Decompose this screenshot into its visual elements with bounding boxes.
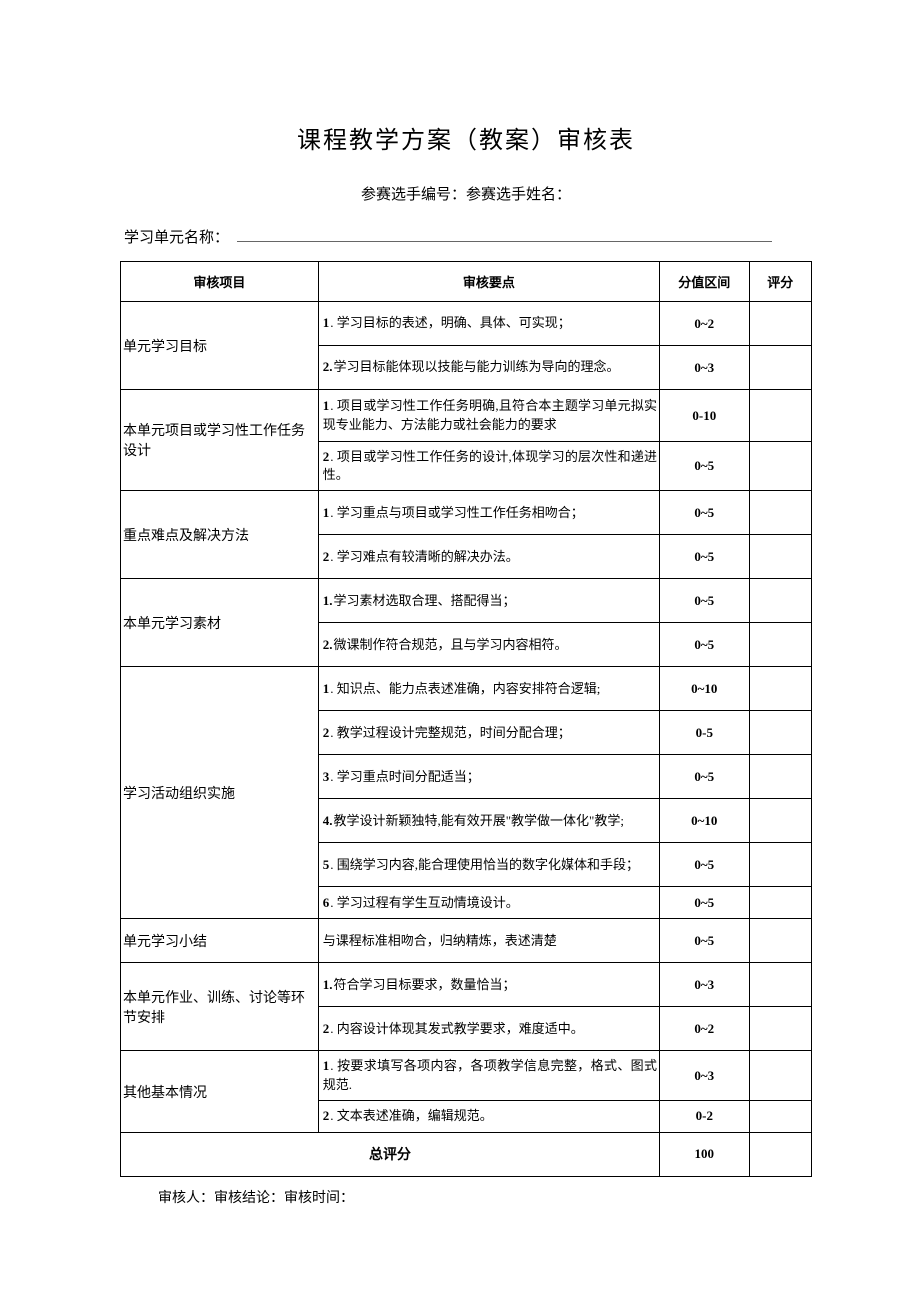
page-title: 课程教学方案（教案）审核表: [120, 120, 812, 155]
criteria-cell: 5. 围绕学习内容,能合理使用恰当的数字化媒体和手段；: [318, 843, 659, 887]
score-cell[interactable]: [749, 667, 811, 711]
score-cell[interactable]: [749, 799, 811, 843]
range-cell: 0~5: [660, 843, 749, 887]
score-cell[interactable]: [749, 1051, 811, 1100]
criteria-cell: 1. 知识点、能力点表述准确，内容安排符合逻辑;: [318, 667, 659, 711]
footer-line: 审核人：审核结论：审核时间：: [120, 1187, 812, 1207]
category-cell: 本单元项目或学习性工作任务设计: [121, 390, 319, 491]
header-item: 审核项目: [121, 262, 319, 302]
range-cell: 0-5: [660, 711, 749, 755]
score-cell[interactable]: [749, 623, 811, 667]
table-header-row: 审核项目 审核要点 分值区间 评分: [121, 262, 812, 302]
table-row: 单元学习目标 1. 学习目标的表述，明确、具体、可实现； 0~2: [121, 302, 812, 346]
score-cell[interactable]: [749, 711, 811, 755]
score-cell[interactable]: [749, 442, 811, 491]
table-row: 学习活动组织实施 1. 知识点、能力点表述准确，内容安排符合逻辑; 0~10: [121, 667, 812, 711]
range-cell: 0~5: [660, 755, 749, 799]
range-cell: 0-2: [660, 1100, 749, 1132]
criteria-cell: 2. 项目或学习性工作任务的设计,体现学习的层次性和递进性。: [318, 442, 659, 491]
score-cell[interactable]: [749, 843, 811, 887]
criteria-cell: 1.学习素材选取合理、搭配得当；: [318, 579, 659, 623]
range-cell: 0~5: [660, 491, 749, 535]
total-row: 总评分 100: [121, 1132, 812, 1176]
header-criteria: 审核要点: [318, 262, 659, 302]
criteria-cell: 6. 学习过程有学生互动情境设计。: [318, 887, 659, 919]
criteria-cell: 1. 项目或学习性工作任务明确,且符合本主题学习单元拟实现专业能力、方法能力或社…: [318, 390, 659, 442]
score-cell[interactable]: [749, 491, 811, 535]
range-cell: 0~5: [660, 579, 749, 623]
range-cell: 0~10: [660, 799, 749, 843]
criteria-cell: 1. 学习重点与项目或学习性工作任务相吻合；: [318, 491, 659, 535]
range-cell: 0-10: [660, 390, 749, 442]
score-cell[interactable]: [749, 346, 811, 390]
criteria-cell: 1. 学习目标的表述，明确、具体、可实现；: [318, 302, 659, 346]
criteria-cell: 2. 学习难点有较清晰的解决办法。: [318, 535, 659, 579]
unit-label: 学习单元名称：: [124, 230, 229, 246]
category-cell: 单元学习小结: [121, 919, 319, 963]
criteria-cell: 4.教学设计新颖独特,能有效开展"教学做一体化"教学;: [318, 799, 659, 843]
total-label-cell: 总评分: [121, 1132, 660, 1176]
range-cell: 0~3: [660, 346, 749, 390]
table-row: 本单元作业、训练、讨论等环节安排 1.符合学习目标要求，数量恰当； 0~3: [121, 963, 812, 1007]
range-cell: 0~5: [660, 535, 749, 579]
range-cell: 0~5: [660, 919, 749, 963]
criteria-cell: 1. 按要求填写各项内容，各项教学信息完整，格式、图式规范.: [318, 1051, 659, 1100]
score-cell[interactable]: [749, 919, 811, 963]
criteria-cell: 2.学习目标能体现以技能与能力训练为导向的理念。: [318, 346, 659, 390]
score-cell[interactable]: [749, 887, 811, 919]
criteria-cell: 2. 文本表述准确，编辑规范。: [318, 1100, 659, 1132]
score-cell[interactable]: [749, 755, 811, 799]
contestant-line: 参赛选手编号：参赛选手姓名：: [120, 183, 812, 204]
range-cell: 0~2: [660, 302, 749, 346]
criteria-cell: 2. 内容设计体现其发式教学要求，难度适中。: [318, 1007, 659, 1051]
range-cell: 0~5: [660, 623, 749, 667]
range-cell: 0~5: [660, 442, 749, 491]
category-cell: 本单元学习素材: [121, 579, 319, 667]
total-value-cell: 100: [660, 1132, 749, 1176]
score-cell[interactable]: [749, 390, 811, 442]
category-cell: 本单元作业、训练、讨论等环节安排: [121, 963, 319, 1051]
criteria-cell: 与课程标准相吻合，归纳精炼，表述清楚: [318, 919, 659, 963]
total-score-cell[interactable]: [749, 1132, 811, 1176]
score-cell[interactable]: [749, 579, 811, 623]
table-row: 重点难点及解决方法 1. 学习重点与项目或学习性工作任务相吻合； 0~5: [121, 491, 812, 535]
table-row: 本单元项目或学习性工作任务设计 1. 项目或学习性工作任务明确,且符合本主题学习…: [121, 390, 812, 442]
range-cell: 0~2: [660, 1007, 749, 1051]
table-row: 本单元学习素材 1.学习素材选取合理、搭配得当； 0~5: [121, 579, 812, 623]
category-cell: 重点难点及解决方法: [121, 491, 319, 579]
category-cell: 学习活动组织实施: [121, 667, 319, 919]
table-row: 其他基本情况 1. 按要求填写各项内容，各项教学信息完整，格式、图式规范. 0~…: [121, 1051, 812, 1100]
criteria-cell: 1.符合学习目标要求，数量恰当；: [318, 963, 659, 1007]
score-cell[interactable]: [749, 963, 811, 1007]
score-cell[interactable]: [749, 535, 811, 579]
range-cell: 0~5: [660, 887, 749, 919]
score-cell[interactable]: [749, 1007, 811, 1051]
criteria-cell: 3. 学习重点时间分配适当；: [318, 755, 659, 799]
range-cell: 0~3: [660, 1051, 749, 1100]
table-row: 单元学习小结 与课程标准相吻合，归纳精炼，表述清楚 0~5: [121, 919, 812, 963]
score-cell[interactable]: [749, 1100, 811, 1132]
review-table: 审核项目 审核要点 分值区间 评分 单元学习目标 1. 学习目标的表述，明确、具…: [120, 261, 812, 1177]
range-cell: 0~3: [660, 963, 749, 1007]
unit-name-line: 学习单元名称：: [120, 226, 812, 247]
category-cell: 单元学习目标: [121, 302, 319, 390]
header-range: 分值区间: [660, 262, 749, 302]
range-cell: 0~10: [660, 667, 749, 711]
criteria-cell: 2.微课制作符合规范，且与学习内容相符。: [318, 623, 659, 667]
criteria-cell: 2. 教学过程设计完整规范，时间分配合理；: [318, 711, 659, 755]
score-cell[interactable]: [749, 302, 811, 346]
header-score: 评分: [749, 262, 811, 302]
unit-blank: [237, 227, 772, 242]
category-cell: 其他基本情况: [121, 1051, 319, 1132]
